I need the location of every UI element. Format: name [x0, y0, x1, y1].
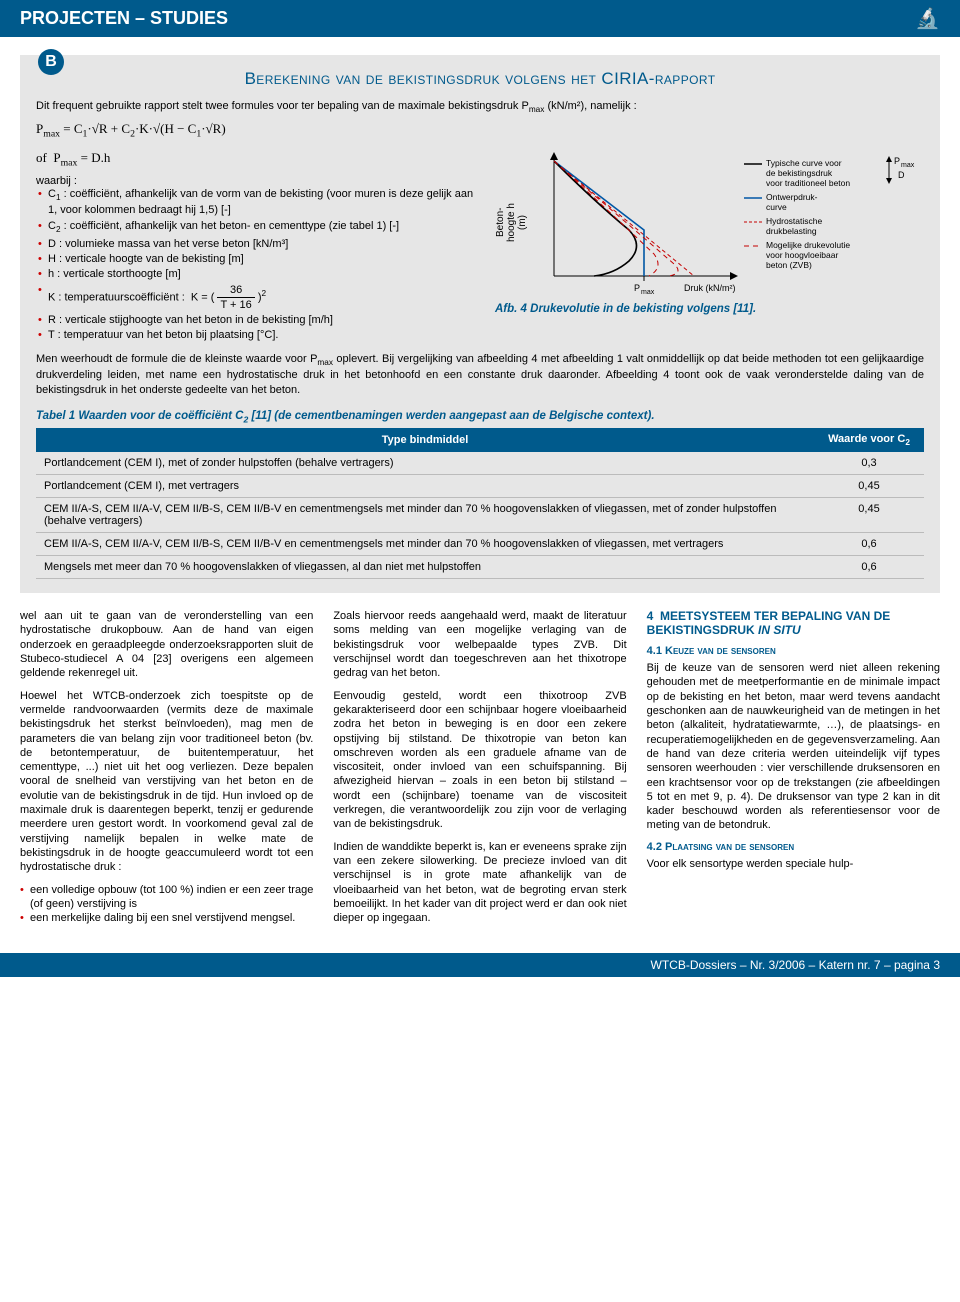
box-note: Men weerhoudt de formule die de kleinste…: [36, 352, 924, 398]
waarbij: waarbij :: [36, 175, 479, 187]
def-c1: C1 : coëfficiënt, afhankelijk van de vor…: [38, 187, 479, 218]
c1-p2: Hoewel het WTCB-onderzoek zich toespitst…: [20, 689, 313, 875]
svg-text:P: P: [894, 156, 900, 166]
svg-text:voor hoogvloeibaar: voor hoogvloeibaar: [766, 250, 838, 260]
svg-text:curve: curve: [766, 202, 787, 212]
box-badge: B: [38, 49, 64, 75]
def-H: H : verticale hoogte van de bekisting [m…: [38, 252, 479, 266]
def-d: D : volumieke massa van het verse beton …: [38, 237, 479, 251]
def-K: K : temperatuurscoëfficiënt : K = ( 36T …: [38, 283, 479, 313]
svg-text:drukbelasting: drukbelasting: [766, 226, 817, 236]
table-row: Mengsels met meer dan 70 % hoogovenslakk…: [36, 556, 924, 579]
sec-42-heading: 4.2 Plaatsing van de sensoren: [647, 841, 940, 853]
th-value: Waarde voor C2: [814, 428, 924, 452]
svg-text:Hydrostatische: Hydrostatische: [766, 216, 822, 226]
th-type: Type bindmiddel: [36, 428, 814, 452]
table-caption: Tabel 1 Waarden voor de coëfficiënt C2 […: [36, 410, 924, 424]
header-icon: 🔬: [915, 6, 940, 31]
table-row: Portlandcement (CEM I), met of zonder hu…: [36, 452, 924, 475]
svg-text:max: max: [901, 162, 915, 169]
svg-text:Mogelijke drukevolutie: Mogelijke drukevolutie: [766, 240, 850, 250]
sec-4-heading: 4 MEETSYSTEEM TER BEPALING VAN DE BEKIST…: [647, 609, 940, 637]
definitions-column: of Pmax = D.h waarbij : C1 : coëfficiënt…: [36, 146, 479, 344]
def-h: h : verticale storthoogte [m]: [38, 267, 479, 281]
c1-p1: wel aan uit te gaan van de veronderstell…: [20, 609, 313, 680]
box-intro: Dit frequent gebruikte rapport stelt twe…: [36, 99, 924, 115]
table-row: Portlandcement (CEM I), met vertragers0,…: [36, 475, 924, 498]
c2-p1: Zoals hiervoor reeds aangehaald werd, ma…: [333, 609, 626, 680]
page-header: PROJECTEN – STUDIES 🔬: [0, 0, 960, 37]
def-T: T : temperatuur van het beton bij plaats…: [38, 328, 479, 342]
svg-text:Druk (kN/m²): Druk (kN/m²): [684, 283, 736, 293]
c3-p2: Voor elk sensortype werden speciale hulp…: [647, 857, 940, 871]
box-title: Berekening van de bekistingsdruk volgens…: [36, 69, 924, 89]
c1-li1: een volledige opbouw (tot 100 %) indien …: [20, 883, 313, 912]
svg-text:max: max: [641, 289, 655, 296]
body-columns: wel aan uit te gaan van de veronderstell…: [20, 609, 940, 933]
col-3: 4 MEETSYSTEEM TER BEPALING VAN DE BEKIST…: [647, 609, 940, 933]
formula-box: B Berekening van de bekistingsdruk volge…: [20, 55, 940, 593]
header-title: PROJECTEN – STUDIES: [20, 8, 228, 29]
svg-text:Typische curve voor: Typische curve voor: [766, 158, 842, 168]
col-2: Zoals hiervoor reeds aangehaald werd, ma…: [333, 609, 626, 933]
svg-text:beton (ZVB): beton (ZVB): [766, 260, 812, 270]
c1-li2: een merkelijke daling bij een snel verst…: [20, 911, 313, 925]
c2-p3: Indien de wanddikte beperkt is, kan er e…: [333, 840, 626, 926]
svg-text:Ontwerpdruk-: Ontwerpdruk-: [766, 192, 818, 202]
svg-text:voor traditioneel beton: voor traditioneel beton: [766, 178, 850, 188]
svg-text:D: D: [898, 170, 905, 180]
diagram-y-label: Beton-hoogte h(m): [495, 146, 528, 299]
def-c2: C2 : coëfficiënt, afhankelijk van het be…: [38, 219, 479, 236]
col-1: wel aan uit te gaan van de veronderstell…: [20, 609, 313, 933]
diagram-column: Beton-hoogte h(m): [495, 146, 924, 344]
def-R: R : verticale stijghoogte van het beton …: [38, 313, 479, 327]
formula-2: of Pmax = D.h: [36, 150, 479, 169]
sec-41-heading: 4.1 Keuze van de sensoren: [647, 645, 940, 657]
diagram-caption: Afb. 4 Drukevolutie in de bekisting volg…: [495, 303, 924, 315]
pressure-diagram: Pmax Druk (kN/m²) Pmax D Typische curve …: [534, 146, 924, 296]
c2-table: Type bindmiddel Waarde voor C2 Portlandc…: [36, 428, 924, 579]
svg-text:P: P: [634, 283, 640, 293]
page-footer: WTCB-Dossiers – Nr. 3/2006 – Katern nr. …: [0, 953, 960, 977]
svg-text:de bekistingsdruk: de bekistingsdruk: [766, 168, 833, 178]
formula-1: Pmax = C1·√R + C2·K·√(H − C1·√R): [36, 121, 924, 140]
c2-p2: Eenvoudig gesteld, wordt een thixotroop …: [333, 689, 626, 832]
table-row: CEM II/A-S, CEM II/A-V, CEM II/B-S, CEM …: [36, 498, 924, 533]
table-row: CEM II/A-S, CEM II/A-V, CEM II/B-S, CEM …: [36, 533, 924, 556]
c3-p1: Bij de keuze van de sensoren werd niet a…: [647, 661, 940, 833]
